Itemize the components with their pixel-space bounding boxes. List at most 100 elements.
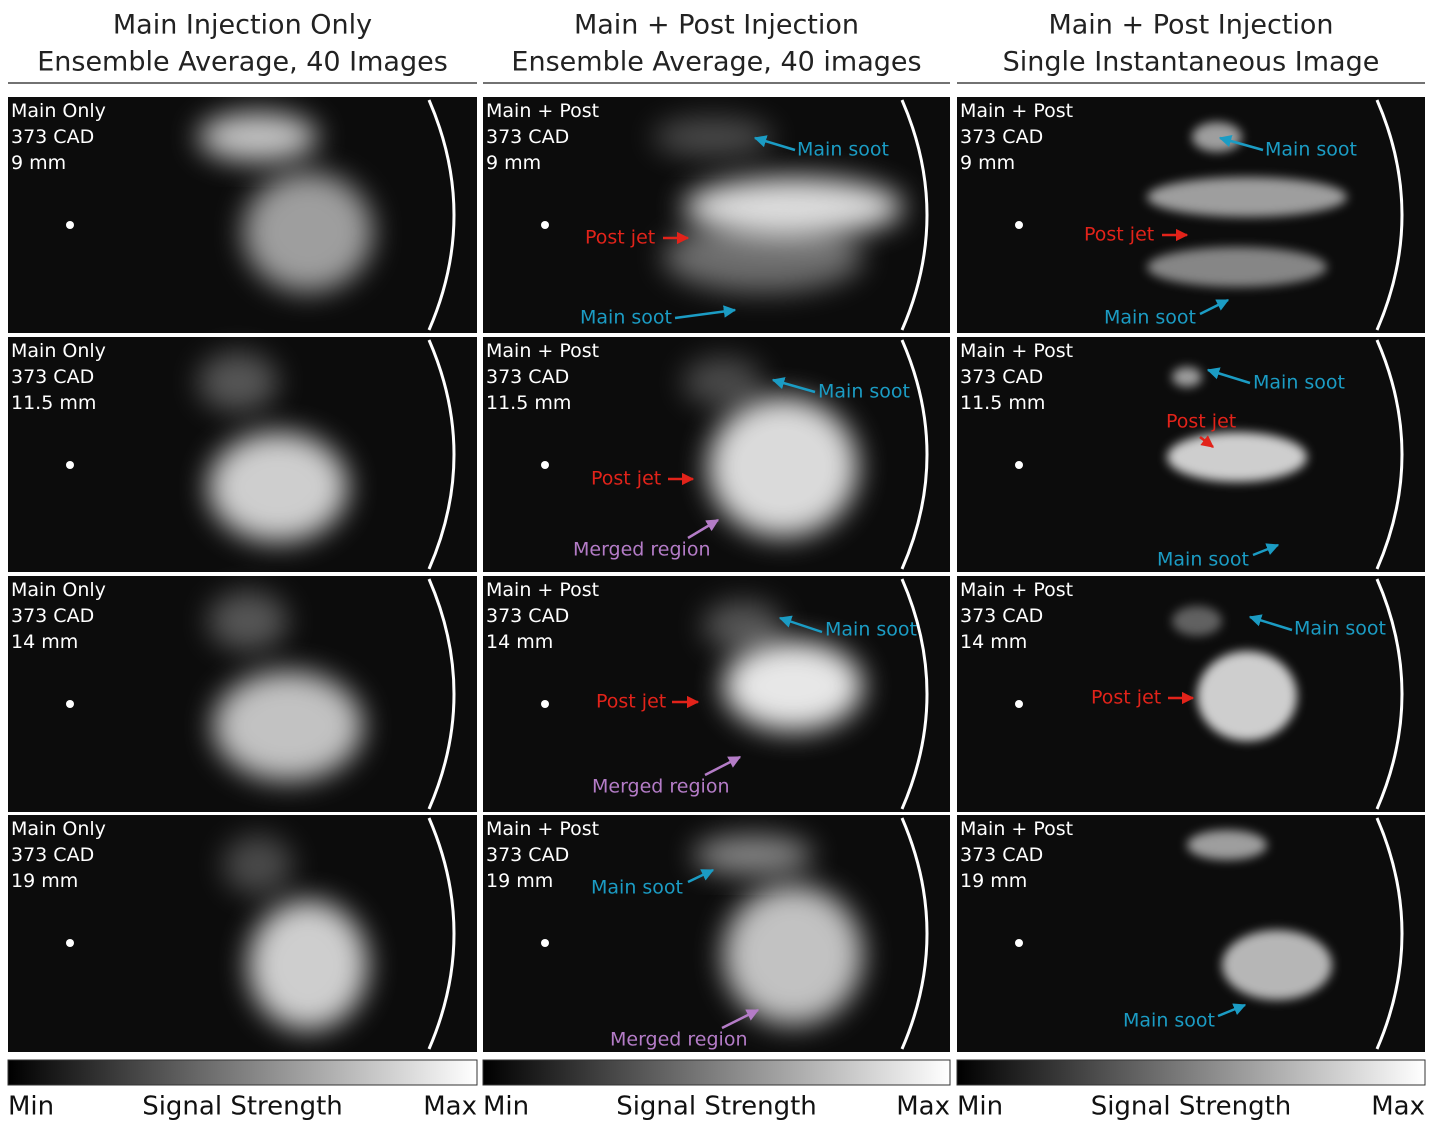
soot-region bbox=[708, 397, 858, 537]
panel-label: 9 mm bbox=[486, 152, 541, 174]
injector-dot bbox=[541, 939, 549, 947]
colorbar-label: Signal Strength bbox=[1091, 1092, 1292, 1122]
panel-label: 11.5 mm bbox=[486, 392, 571, 414]
colorbar-label: Signal Strength bbox=[142, 1092, 343, 1122]
annotation-label: Main soot bbox=[818, 381, 910, 403]
colorbar bbox=[483, 1060, 950, 1085]
panel-label: Main + Post bbox=[960, 818, 1073, 840]
soot-region bbox=[208, 591, 288, 651]
panel-label: Main + Post bbox=[960, 340, 1073, 362]
annotation-label: Post jet bbox=[585, 227, 655, 249]
colorbar-min: Min bbox=[957, 1092, 1003, 1122]
injector-dot bbox=[66, 700, 74, 708]
column-title: Single Instantaneous Image bbox=[1003, 47, 1380, 78]
panel-label: 11.5 mm bbox=[960, 392, 1045, 414]
panel-label: 373 CAD bbox=[11, 126, 94, 148]
annotation-label: Main soot bbox=[1265, 139, 1357, 161]
annotation-label: Main soot bbox=[1157, 549, 1249, 571]
panel-label: 14 mm bbox=[960, 631, 1027, 653]
injector-dot bbox=[1015, 461, 1023, 469]
image-panel: Main + Post373 CAD19 mmMain sootMerged r… bbox=[483, 815, 950, 1052]
figure: Main Injection Only Ensemble Average, 40 … bbox=[0, 0, 1438, 1123]
column-title: Main + Post Injection bbox=[1048, 10, 1333, 41]
image-panel: Main Only 373 CAD 9 mm bbox=[8, 97, 477, 333]
panel-label: Main + Post bbox=[960, 579, 1073, 601]
column-title: Ensemble Average, 40 Images bbox=[37, 47, 448, 78]
panel-label: Main Only bbox=[11, 340, 106, 362]
injector-dot bbox=[66, 939, 74, 947]
soot-region bbox=[198, 112, 318, 162]
colorbar-label: Signal Strength bbox=[616, 1092, 817, 1122]
colorbar-max: Max bbox=[896, 1092, 950, 1122]
panel-label: 9 mm bbox=[960, 152, 1015, 174]
annotation-label: Main soot bbox=[1104, 307, 1196, 329]
injector-dot bbox=[541, 700, 549, 708]
panel-label: 373 CAD bbox=[960, 366, 1043, 388]
annotation-label: Merged region bbox=[592, 776, 730, 798]
soot-region bbox=[1147, 247, 1327, 287]
annotation-label: Main soot bbox=[1123, 1010, 1215, 1032]
column-title: Main Injection Only bbox=[113, 10, 372, 41]
panel-label: 373 CAD bbox=[486, 366, 569, 388]
colorbar-max: Max bbox=[423, 1092, 477, 1122]
colorbar-max: Max bbox=[1371, 1092, 1425, 1122]
soot-region bbox=[1192, 122, 1242, 152]
soot-region bbox=[208, 432, 348, 542]
annotation-label: Main soot bbox=[1294, 618, 1386, 640]
annotation-label: Main soot bbox=[1253, 372, 1345, 394]
image-panel: Main + Post 373 CAD 11.5 mm Main soot Post j… bbox=[957, 337, 1425, 572]
injector-dot bbox=[66, 461, 74, 469]
soot-region bbox=[213, 671, 363, 781]
soot-region bbox=[693, 835, 813, 875]
annotation-label: Main soot bbox=[580, 307, 672, 329]
soot-region bbox=[723, 885, 863, 1025]
image-panel: Main Only373 CAD14 mm bbox=[8, 576, 477, 812]
panel-label: 373 CAD bbox=[960, 605, 1043, 627]
panel-label: 11.5 mm bbox=[11, 392, 96, 414]
injector-dot bbox=[66, 221, 74, 229]
colorbar-min: Min bbox=[483, 1092, 529, 1122]
soot-region bbox=[248, 900, 368, 1030]
annotation-label: Main soot bbox=[825, 619, 917, 641]
panel-label: 9 mm bbox=[11, 152, 66, 174]
panel-label: 373 CAD bbox=[11, 366, 94, 388]
soot-region bbox=[703, 601, 783, 651]
soot-region bbox=[663, 222, 863, 292]
panel-label: 19 mm bbox=[486, 870, 553, 892]
panel-label: 373 CAD bbox=[960, 844, 1043, 866]
soot-region bbox=[1167, 432, 1307, 482]
colorbar-min: Min bbox=[8, 1092, 54, 1122]
soot-region bbox=[1222, 930, 1332, 1000]
annotation-label: Merged region bbox=[610, 1029, 748, 1051]
panel-label: 19 mm bbox=[960, 870, 1027, 892]
soot-region bbox=[1187, 830, 1267, 860]
soot-region bbox=[223, 835, 293, 895]
annotation-label: Post jet bbox=[591, 468, 661, 490]
panel-label: 373 CAD bbox=[11, 844, 94, 866]
panel-label: Main + Post bbox=[486, 340, 599, 362]
panel-label: 14 mm bbox=[486, 631, 553, 653]
injector-dot bbox=[1015, 700, 1023, 708]
panel-label: Main Only bbox=[11, 100, 106, 122]
panel-label: Main + Post bbox=[960, 100, 1073, 122]
soot-region bbox=[683, 357, 763, 407]
column-title: Main + Post Injection bbox=[574, 10, 859, 41]
panel-label: Main + Post bbox=[486, 100, 599, 122]
injector-dot bbox=[1015, 939, 1023, 947]
soot-region bbox=[723, 641, 863, 731]
annotation-label: Post jet bbox=[1084, 224, 1154, 246]
soot-region bbox=[243, 172, 373, 292]
colorbar bbox=[957, 1060, 1425, 1085]
panel-label: Main + Post bbox=[486, 818, 599, 840]
image-panel: Main + Post 373 CAD 11.5 mm Main soot Post j… bbox=[483, 337, 950, 572]
panel-label: 373 CAD bbox=[486, 126, 569, 148]
annotation-label: Post jet bbox=[1166, 411, 1236, 433]
panel-label: 14 mm bbox=[11, 631, 78, 653]
soot-region bbox=[1172, 367, 1202, 387]
injector-dot bbox=[541, 221, 549, 229]
annotation-label: Merged region bbox=[573, 539, 711, 561]
